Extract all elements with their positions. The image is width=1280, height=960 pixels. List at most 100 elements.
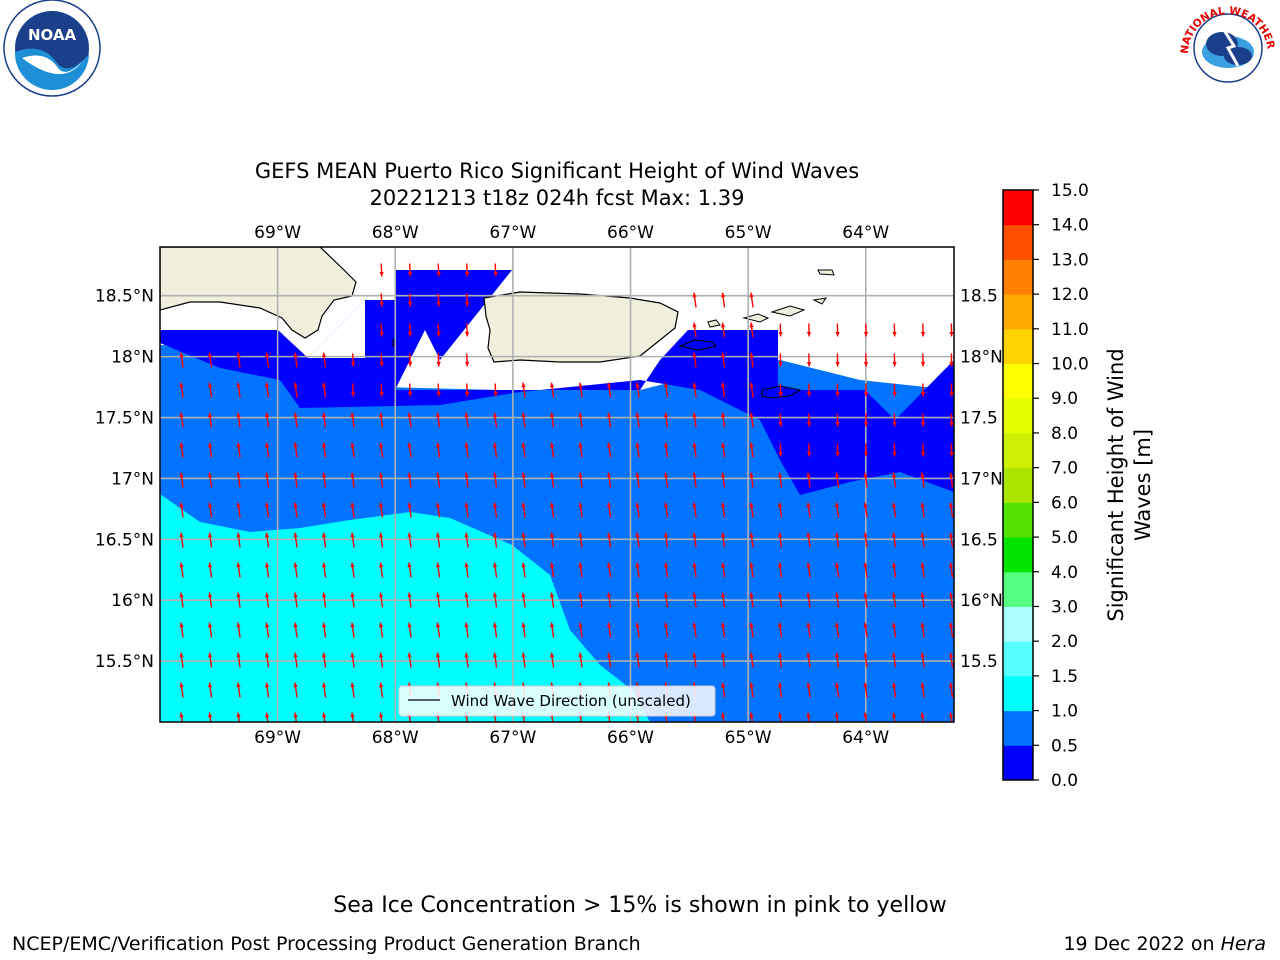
wave-arrow-head	[521, 562, 526, 568]
lon-tick-label-bottom: 66°W	[607, 728, 654, 748]
wave-arrow-head	[635, 502, 640, 508]
wave-arrow-head	[635, 382, 640, 388]
wave-arrow-head	[436, 271, 441, 277]
wave-arrow-head	[606, 412, 612, 418]
chart-title-line2: 20221213 t18z 024h fcst Max: 1.39	[370, 186, 745, 210]
colorbar-swatch	[1003, 224, 1033, 260]
lat-tick-label-left: 18°N	[111, 348, 154, 368]
wave-arrow-head	[806, 421, 812, 427]
wave-arrow-head	[891, 472, 897, 478]
wave-arrow-head	[521, 472, 526, 478]
wave-arrow-head	[236, 532, 241, 538]
wave-arrow-head	[207, 442, 213, 448]
wave-arrow-head	[464, 502, 469, 508]
wave-arrow-head	[806, 391, 812, 397]
wave-arrow-head	[179, 712, 184, 718]
colorbar-tick-label: 12.0	[1051, 285, 1089, 305]
wave-arrow-head	[720, 592, 726, 598]
wave-arrow-head	[863, 502, 868, 508]
wave-arrow-head	[806, 502, 811, 508]
lat-tick-label-right: 15.5	[960, 652, 998, 672]
wave-arrow-head	[207, 472, 213, 478]
wave-arrow-head	[606, 622, 612, 628]
wave-arrow-head	[806, 622, 811, 628]
wave-arrow-head	[264, 622, 270, 628]
colorbar-swatch	[1003, 502, 1033, 538]
wave-arrow-head	[464, 652, 469, 658]
wave-arrow-head	[378, 532, 384, 538]
colorbar-tick-label: 5.0	[1051, 528, 1078, 548]
wave-arrow-head	[606, 502, 612, 508]
wave-arrow-head	[264, 592, 270, 598]
wave-arrow-head	[549, 382, 555, 388]
wave-arrow-head	[863, 472, 868, 478]
wave-arrow-head	[179, 682, 184, 688]
lon-tick-label-bottom: 69°W	[254, 728, 301, 748]
wave-arrow-head	[948, 712, 954, 718]
wave-arrow-head	[521, 412, 526, 418]
colorbar-swatch	[1003, 710, 1033, 746]
wave-arrow-head	[778, 361, 783, 367]
wave-arrow-head	[692, 442, 697, 448]
colorbar-swatch	[1003, 745, 1033, 781]
wave-arrow-head	[407, 271, 413, 277]
wave-arrow-head	[835, 451, 840, 457]
footer-host: Hera	[1221, 933, 1266, 955]
wave-arrow-head	[521, 502, 526, 508]
colorbar-tick-label: 9.0	[1051, 389, 1078, 409]
wave-arrow-head	[720, 502, 726, 508]
wave-arrow-head	[806, 652, 811, 658]
wave-arrow-head	[663, 442, 669, 448]
wave-arrow-head	[549, 592, 555, 598]
wave-arrow-head	[350, 472, 355, 478]
wave-arrow-head	[264, 412, 270, 418]
wave-arrow-head	[778, 391, 783, 397]
wave-arrow-head	[407, 412, 412, 418]
wave-arrow-head	[521, 382, 526, 388]
lat-tick-label-left: 15.5°N	[95, 652, 154, 672]
wave-arrow-head	[920, 682, 925, 688]
wave-arrow-head	[720, 712, 726, 718]
wave-arrow-head	[777, 502, 783, 508]
wave-arrow-head	[948, 622, 954, 628]
land-vieques	[678, 339, 718, 351]
wave-arrow-head	[891, 682, 897, 688]
wave-arrow-head	[207, 412, 213, 418]
colorbar-tick-label: 8.0	[1051, 424, 1078, 444]
wave-arrow-head	[464, 562, 469, 568]
wave-arrow-head	[321, 472, 327, 478]
wave-arrow-head	[663, 532, 669, 538]
wave-arrow-head	[834, 652, 840, 658]
wave-arrow-head	[179, 442, 184, 448]
colorbar-swatch	[1003, 467, 1033, 503]
wave-arrow-head	[834, 472, 840, 478]
wave-arrow-head	[236, 502, 241, 508]
wave-arrow-head	[293, 712, 298, 718]
wave-arrow-head	[749, 682, 754, 688]
colorbar-tick-label: 13.0	[1051, 250, 1089, 270]
wave-arrow-head	[179, 532, 184, 538]
land-virgin-islands	[742, 269, 835, 323]
wave-arrow-head	[236, 472, 241, 478]
wave-arrow-head	[777, 652, 783, 658]
wave-arrow-head	[293, 352, 298, 358]
wave-arrow-head	[720, 382, 726, 388]
wave-arrow-head	[806, 451, 812, 457]
wave-arrow-head	[863, 391, 869, 397]
wave-arrow-head	[635, 592, 640, 598]
wave-arrow-head	[236, 622, 241, 628]
lat-tick-label-right: 16.5	[960, 530, 998, 550]
wave-arrow-head	[464, 412, 469, 418]
wave-arrow-head	[350, 562, 355, 568]
wave-arrow-head	[350, 391, 356, 397]
wave-arrow-head	[321, 562, 327, 568]
wave-arrow-head	[435, 652, 441, 658]
colorbar-swatch	[1003, 398, 1033, 434]
wave-arrow-head	[834, 562, 840, 568]
wave-arrow-head	[863, 652, 868, 658]
wave-band-1.0-1.5	[160, 494, 650, 722]
wave-arrow-head	[378, 592, 384, 598]
wave-arrow-head	[606, 382, 612, 388]
wave-arrow-head	[350, 652, 355, 658]
wave-arrow-head	[350, 442, 355, 448]
